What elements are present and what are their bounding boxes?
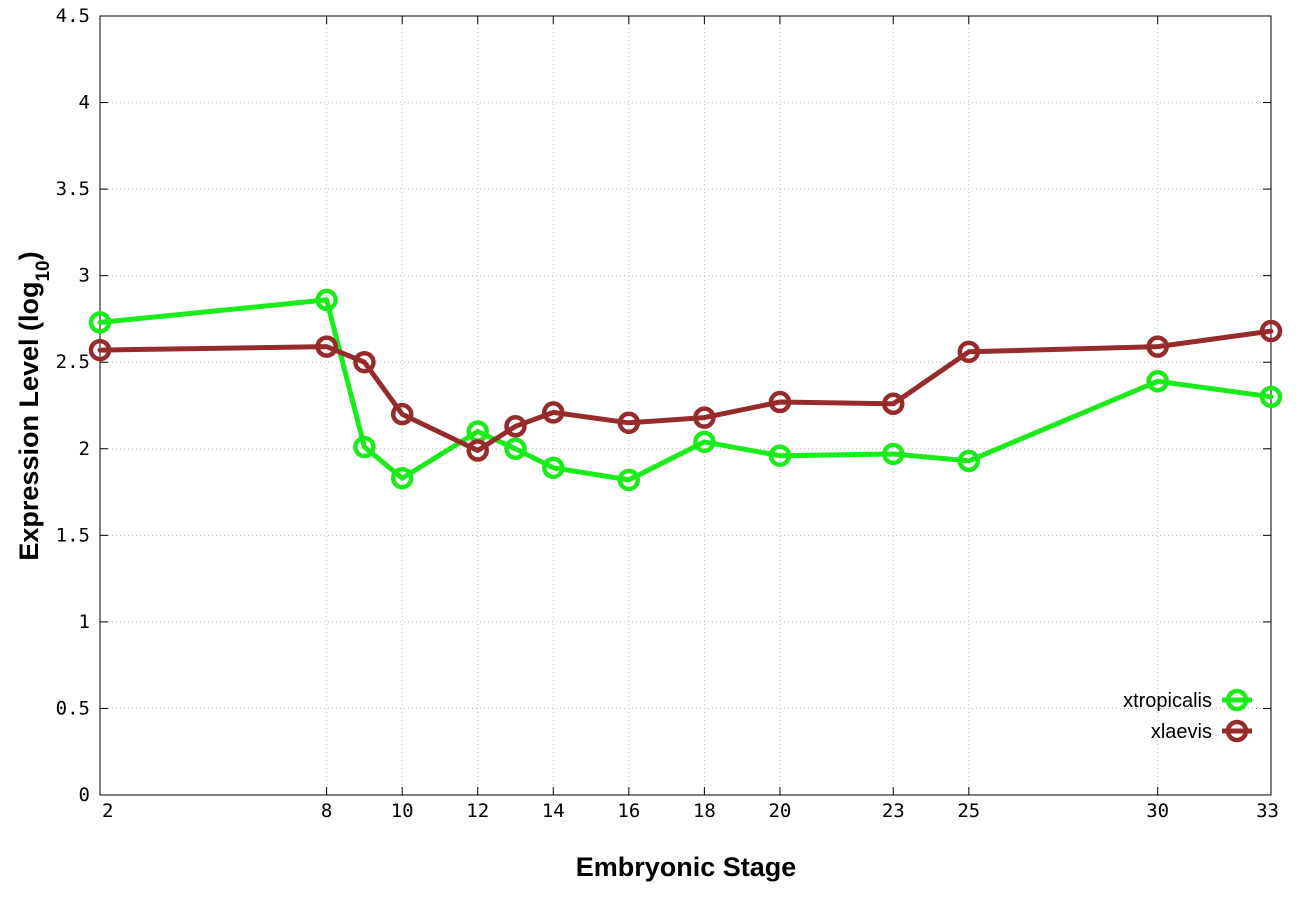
x-tick-label-30: 30 [1146,800,1169,822]
x-tick-label-33: 33 [1256,800,1279,822]
y-axis-title-main: Expression Level (log [14,282,44,561]
y-tick-label-4-5: 4.5 [56,5,90,27]
data-point-xtropicalis [693,430,716,454]
data-point-xlaevis [315,335,338,358]
x-tick-label-8: 8 [321,800,332,822]
data-point-xtropicalis [882,442,905,466]
x-tick-label-25: 25 [957,800,980,822]
series-group [88,288,1283,492]
data-point-xlaevis [1259,319,1283,343]
data-point-xtropicalis [1259,385,1283,409]
y-tick-label-3-5: 3.5 [56,178,90,200]
y-tick-label-1-5: 1.5 [56,524,90,546]
data-point-xlaevis [504,415,527,438]
legend-item-xlaevis: xlaevis [1151,719,1252,743]
data-point-xtropicalis [504,437,527,461]
data-point-xtropicalis [768,444,792,467]
y-tick-label-0: 0 [79,784,90,806]
data-point-xlaevis [1146,335,1169,358]
x-tick-label-12: 12 [466,800,489,822]
data-point-xtropicalis [957,449,981,473]
x-tick-label-14: 14 [542,800,565,822]
data-point-xtropicalis [88,311,112,334]
data-point-xlaevis [768,390,792,414]
x-tick-label-2: 2 [102,800,113,822]
legend-marker-xlaevis [1225,719,1249,743]
x-axis-title: Embryonic Stage [576,852,797,882]
legend-item-xtropicalis: xtropicalis [1123,688,1252,712]
data-point-xtropicalis [617,468,641,492]
x-tick-label-18: 18 [693,800,716,822]
series-xtropicalis [88,288,1283,492]
data-point-xtropicalis [353,435,376,459]
data-point-xlaevis [693,406,716,429]
y-tick-label-3: 3 [79,265,90,287]
data-point-xlaevis [617,411,641,435]
x-tick-label-16: 16 [617,800,640,822]
data-point-xtropicalis [315,288,338,312]
y-tick-label-4: 4 [79,92,90,114]
series-line-xlaevis [97,328,1274,453]
legend-label-xtropicalis: xtropicalis [1123,690,1212,712]
y-axis-title-close: ) [14,251,44,260]
x-tick-label-20: 20 [768,800,791,822]
data-point-xlaevis [882,392,905,416]
y-axis-title-subscript: 10 [33,260,54,281]
data-point-xlaevis [957,340,981,364]
data-point-xlaevis [353,350,376,374]
data-point-xlaevis [88,338,112,362]
data-point-xlaevis [466,439,489,462]
x-tick-label-23: 23 [882,800,905,822]
series-line-xtropicalis [97,297,1274,483]
y-tick-label-1: 1 [79,611,90,633]
series-xlaevis [88,319,1283,462]
data-point-xtropicalis [390,466,414,490]
y-tick-label-2: 2 [79,438,90,460]
legend-label-xlaevis: xlaevis [1151,721,1212,743]
data-point-xlaevis [390,402,414,426]
y-tick-label-2-5: 2.5 [56,351,90,373]
axis-ticks: 0 0.5 1 1.5 2 2.5 3 3.5 4 4.5 2 8 10 12 14 16 18 20 23 25 30… [56,5,1279,822]
y-tick-label-0-5: 0.5 [56,697,90,719]
data-point-xtropicalis [542,456,565,480]
y-axis-title: Expression Level (log10) [14,251,54,560]
data-point-xtropicalis [1146,370,1169,393]
legend-marker-xtropicalis [1225,688,1249,712]
legend: xtropicalis xlaevis [1123,688,1252,743]
data-point-xlaevis [542,401,565,424]
x-tick-label-10: 10 [391,800,414,822]
